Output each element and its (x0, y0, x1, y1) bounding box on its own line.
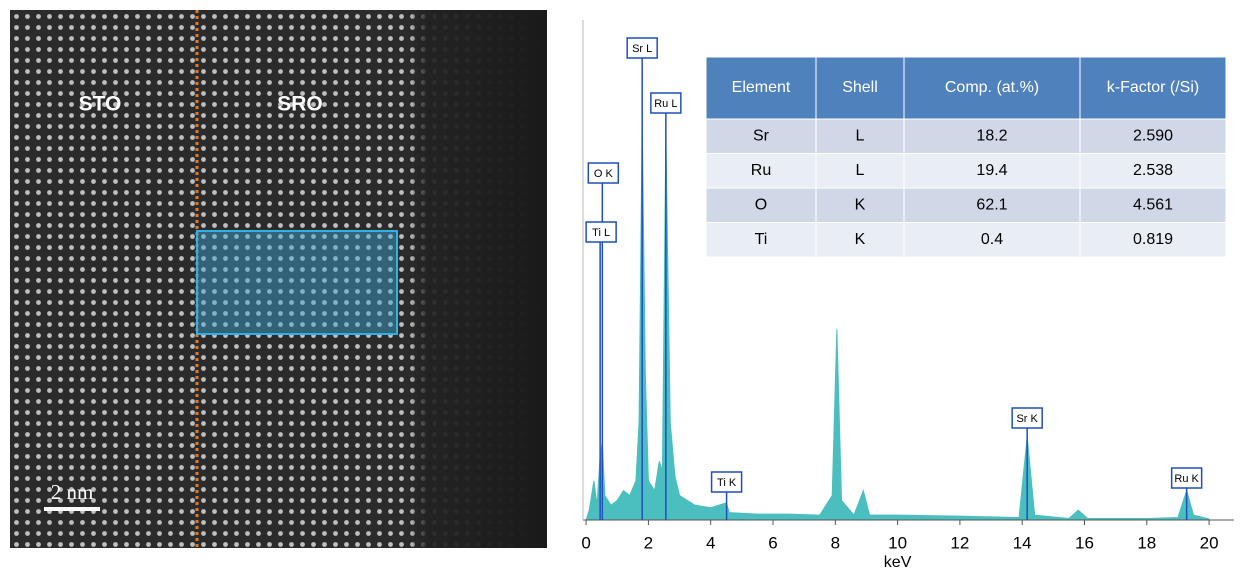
x-tick-label: 6 (768, 533, 777, 552)
header-text: k-Factor (/Si) (1107, 79, 1199, 96)
cell-text: 19.4 (976, 162, 1007, 179)
table-cell (1079, 153, 1227, 189)
table-cell (815, 187, 905, 223)
peak-label-box (585, 221, 617, 243)
selected-area (196, 230, 398, 335)
peak-label: O K (594, 168, 614, 180)
scale-bar (44, 507, 100, 511)
header-cell (705, 56, 817, 120)
cell-text: Sr (753, 127, 770, 144)
cell-text: 2.590 (1133, 127, 1173, 144)
peak-label-box (1011, 407, 1043, 429)
header-cell (1079, 56, 1227, 120)
header-text: Comp. (at.%) (945, 79, 1039, 96)
table-cell (903, 153, 1081, 189)
x-tick-label: 18 (1137, 533, 1156, 552)
x-tick-label: 14 (1013, 533, 1032, 552)
peak-label: Ti K (717, 477, 737, 489)
table-cell (903, 187, 1081, 223)
table-cell (815, 153, 905, 189)
cell-text: K (855, 231, 866, 248)
cell-text: 62.1 (976, 196, 1007, 213)
header-text: Shell (842, 79, 878, 96)
peak-label: Sr L (632, 43, 652, 55)
x-axis-label: keV (884, 554, 912, 571)
cell-text: Ti (755, 231, 768, 248)
peak-label-box (650, 92, 682, 114)
cell-text: 18.2 (976, 127, 1007, 144)
region-label: STO (79, 93, 122, 116)
cell-text: O (755, 196, 767, 213)
x-tick-label: 4 (706, 533, 715, 552)
cell-text: L (856, 162, 865, 179)
header-cell (815, 56, 905, 120)
cell-text: 2.538 (1133, 162, 1173, 179)
table-cell (705, 187, 817, 223)
peak-label: Ru K (1174, 473, 1199, 485)
spectrum: 0 2 4 6 8 10 12 14 16 18 20 keV Sr L Ru L O K Ti L Ti K S… (581, 20, 1234, 571)
table-cell (1079, 222, 1227, 258)
x-tick-label: 8 (831, 533, 840, 552)
peak-label: Ti L (592, 227, 610, 239)
header-cell (903, 56, 1081, 120)
table-cell (815, 118, 905, 154)
cell-text: 0.819 (1133, 231, 1173, 248)
peak-label-box (710, 471, 743, 493)
peak-label-box (587, 162, 620, 184)
header-text: Element (732, 79, 791, 96)
peak-label: Ru L (654, 98, 677, 110)
cell-text: 0.4 (981, 231, 1003, 248)
region-label: SRO (277, 93, 323, 116)
table-cell (705, 118, 817, 154)
peak-label-box (1170, 467, 1203, 489)
table: Element Shell Comp. (at.%) k-Factor (/Si) Sr… (705, 56, 1227, 258)
scale-bar-label: 2 nm (51, 480, 94, 504)
table-cell (903, 118, 1081, 154)
micrograph: STO SRO 2 nm (10, 10, 547, 548)
x-tick-label: 16 (1075, 533, 1094, 552)
table-cell (1079, 187, 1227, 223)
table-cell (705, 222, 817, 258)
cell-text: Ru (751, 162, 771, 179)
x-tick-label: 12 (950, 533, 969, 552)
x-tick-label: 10 (888, 533, 907, 552)
table-cell (903, 222, 1081, 258)
cell-text: K (855, 196, 866, 213)
peak-label: Sr K (1016, 413, 1038, 425)
dark-region (410, 10, 547, 548)
x-tick-label: 0 (581, 533, 590, 552)
cell-text: 4.561 (1133, 196, 1173, 213)
peak-label-box (626, 37, 658, 59)
cell-text: L (856, 127, 865, 144)
x-tick-label: 20 (1200, 533, 1219, 552)
x-tick-label: 2 (644, 533, 653, 552)
